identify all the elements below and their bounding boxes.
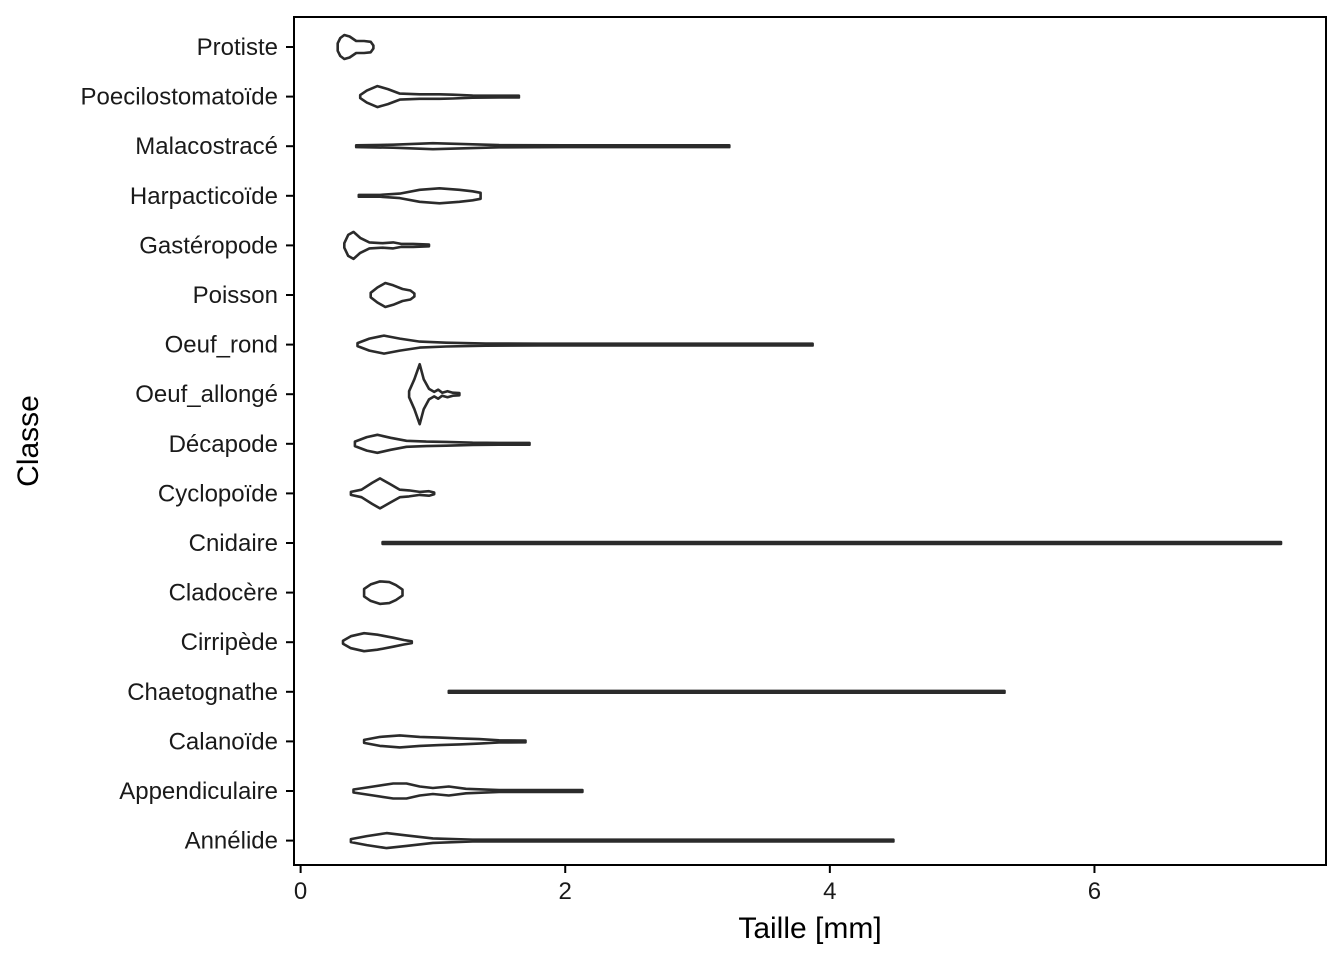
y-tick-label: Cirripède bbox=[181, 629, 278, 656]
y-tick-label: Poisson bbox=[193, 282, 278, 309]
violin-cirrip-de bbox=[341, 631, 414, 653]
x-axis: 0 2 4 6 bbox=[294, 865, 1101, 905]
violin-harpactico-de bbox=[357, 187, 482, 205]
y-tick-label: Annélide bbox=[185, 828, 278, 855]
violin-poecilostomato-de bbox=[358, 84, 521, 109]
y-tick-label: Chaetognathe bbox=[127, 679, 278, 706]
violin-protiste bbox=[336, 33, 375, 61]
violin-layer bbox=[336, 33, 1283, 850]
y-tick-label: Cladocère bbox=[169, 580, 278, 607]
x-tick-label: 0 bbox=[294, 878, 307, 905]
violin-cyclopo-de bbox=[349, 477, 436, 510]
violin-ann-lide bbox=[349, 831, 895, 850]
y-tick-label: Oeuf_allongé bbox=[135, 381, 278, 408]
violin-cladoc-re bbox=[362, 580, 404, 606]
x-tick-label: 4 bbox=[823, 878, 836, 905]
violin-calano-de bbox=[362, 734, 527, 749]
violin-poisson bbox=[369, 281, 416, 309]
y-tick-label: Cyclopoïde bbox=[158, 480, 278, 507]
y-tick-label: Décapode bbox=[169, 431, 278, 458]
y-axis: Protiste Poecilostomatoïde Malacostracé Har… bbox=[81, 34, 294, 855]
y-tick-label: Gastéropode bbox=[139, 232, 278, 259]
violin-appendiculaire bbox=[352, 782, 584, 800]
violin-oeuf-rond bbox=[356, 334, 814, 355]
violin-gast-ropode bbox=[343, 230, 431, 261]
violin-d-capode bbox=[353, 433, 531, 455]
violin-chaetognathe bbox=[447, 689, 1006, 694]
y-tick-label: Malacostracé bbox=[135, 133, 278, 160]
x-tick-label: 2 bbox=[559, 878, 572, 905]
y-axis-title: Classe bbox=[12, 395, 45, 487]
violin-oeuf-allong- bbox=[407, 362, 461, 426]
panel-border bbox=[293, 16, 1327, 866]
y-tick-label: Harpacticoïde bbox=[130, 183, 278, 210]
y-tick-label: Appendiculaire bbox=[119, 778, 278, 805]
violin-malacostrac- bbox=[354, 141, 731, 151]
y-tick-label: Protiste bbox=[197, 34, 278, 61]
x-axis-title: Taille [mm] bbox=[738, 912, 881, 945]
y-tick-label: Cnidaire bbox=[189, 530, 278, 557]
y-tick-label: Poecilostomatoïde bbox=[81, 84, 278, 111]
x-tick-label: 6 bbox=[1088, 878, 1101, 905]
violin-cnidaire bbox=[381, 540, 1283, 546]
y-tick-label: Calanoïde bbox=[169, 728, 278, 755]
y-tick-label: Oeuf_rond bbox=[165, 332, 278, 359]
